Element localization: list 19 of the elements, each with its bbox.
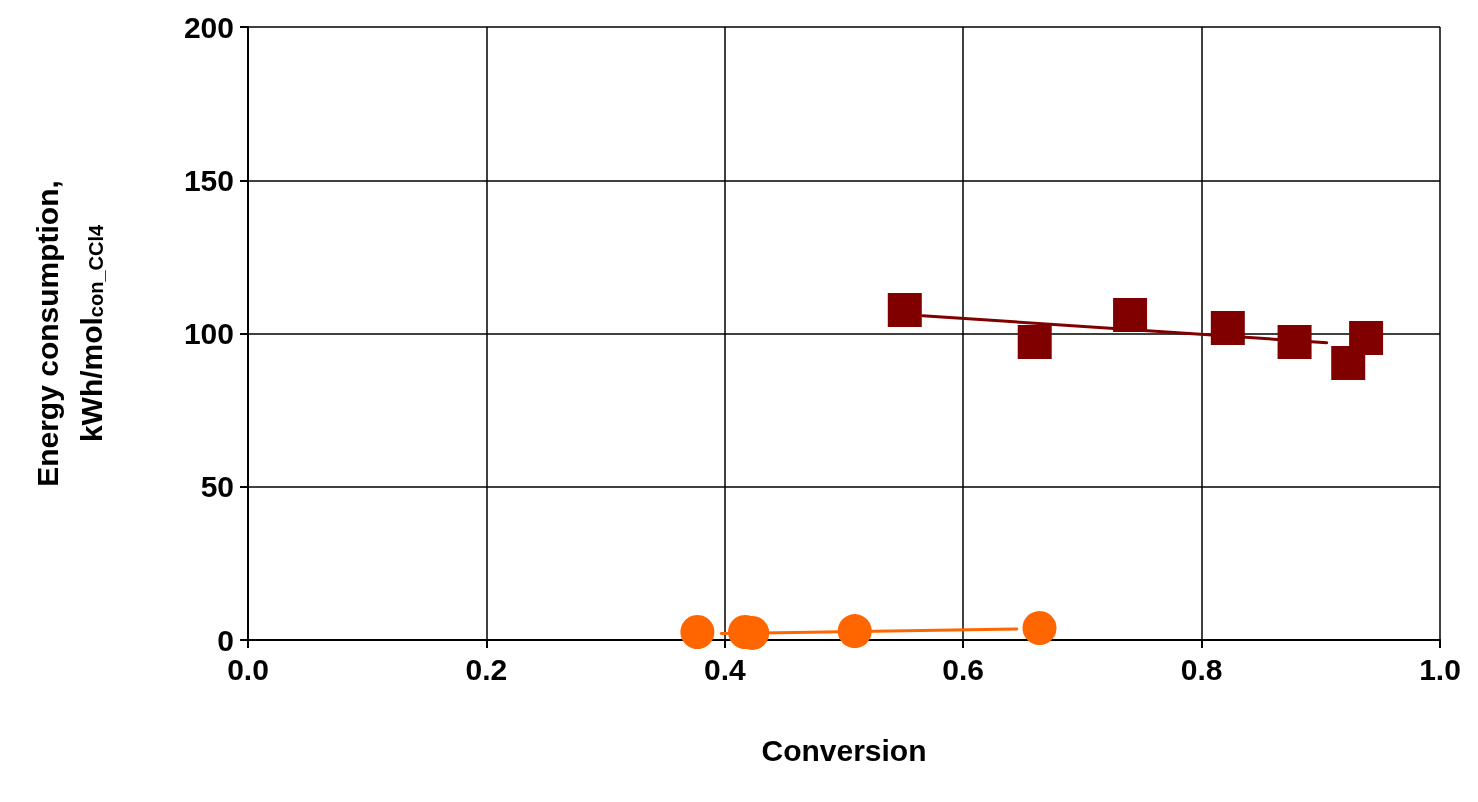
point [1017,325,1052,360]
y-tick-label: 100 [183,317,234,350]
x-axis-title: Conversion [761,733,927,767]
y-tick-label: 150 [183,163,234,197]
x-tick-label: 0.2 [465,652,508,686]
x-tick-label: 0.8 [1180,652,1223,686]
point [1022,611,1057,646]
y-tick-label: 50 [200,470,234,504]
point [1210,310,1245,345]
x-tick-label: 0.6 [942,652,985,686]
point [680,615,715,650]
point [837,614,872,649]
x-tick-label: 1.0 [1419,652,1461,686]
point [1113,298,1148,333]
point [1277,325,1312,360]
x-tick-label: 0.4 [703,652,746,686]
point [1349,321,1384,356]
y-tick-label: 200 [183,10,234,44]
point [887,292,922,327]
